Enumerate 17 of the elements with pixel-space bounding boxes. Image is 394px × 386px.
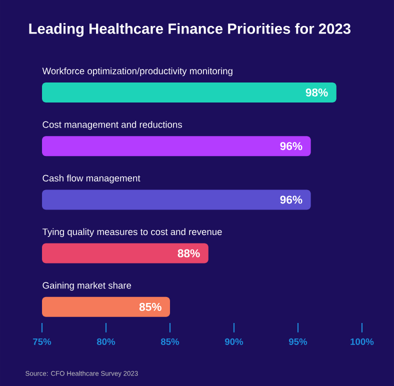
chart-title: Leading Healthcare Finance Priorities for 2023 bbox=[29, 23, 351, 37]
x-tick-label: 85% bbox=[160, 338, 180, 345]
y-tick-label: Cash flow management bbox=[42, 174, 140, 184]
x-tick-label: 100% bbox=[350, 338, 374, 345]
y-tick-label: Tying quality measures to cost and revenue bbox=[42, 228, 222, 237]
data-label: 98% bbox=[306, 88, 328, 96]
x-tick-label: 80% bbox=[96, 338, 116, 345]
x-tick-label: 95% bbox=[288, 338, 308, 345]
data-label: 96% bbox=[280, 142, 302, 150]
y-tick-label: Cost management and reductions bbox=[42, 121, 182, 130]
y-tick-label: Workforce optimization/productivity monitoring bbox=[42, 67, 232, 76]
y-tick-label: Gaining market share bbox=[42, 282, 132, 291]
x-tick-label: 75% bbox=[33, 338, 52, 345]
data-label: 85% bbox=[139, 302, 162, 311]
x-tick-label: 90% bbox=[224, 338, 244, 345]
data-label: 96% bbox=[280, 196, 302, 204]
data-label: 88% bbox=[178, 249, 200, 258]
